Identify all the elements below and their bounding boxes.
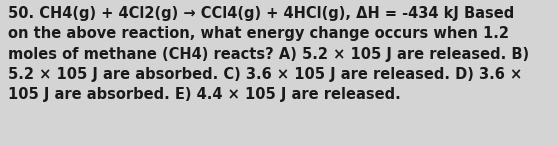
- Text: 50. CH4(g) + 4Cl2(g) → CCl4(g) + 4HCl(g), ΔH = -434 kJ Based
on the above reacti: 50. CH4(g) + 4Cl2(g) → CCl4(g) + 4HCl(g)…: [8, 6, 530, 102]
